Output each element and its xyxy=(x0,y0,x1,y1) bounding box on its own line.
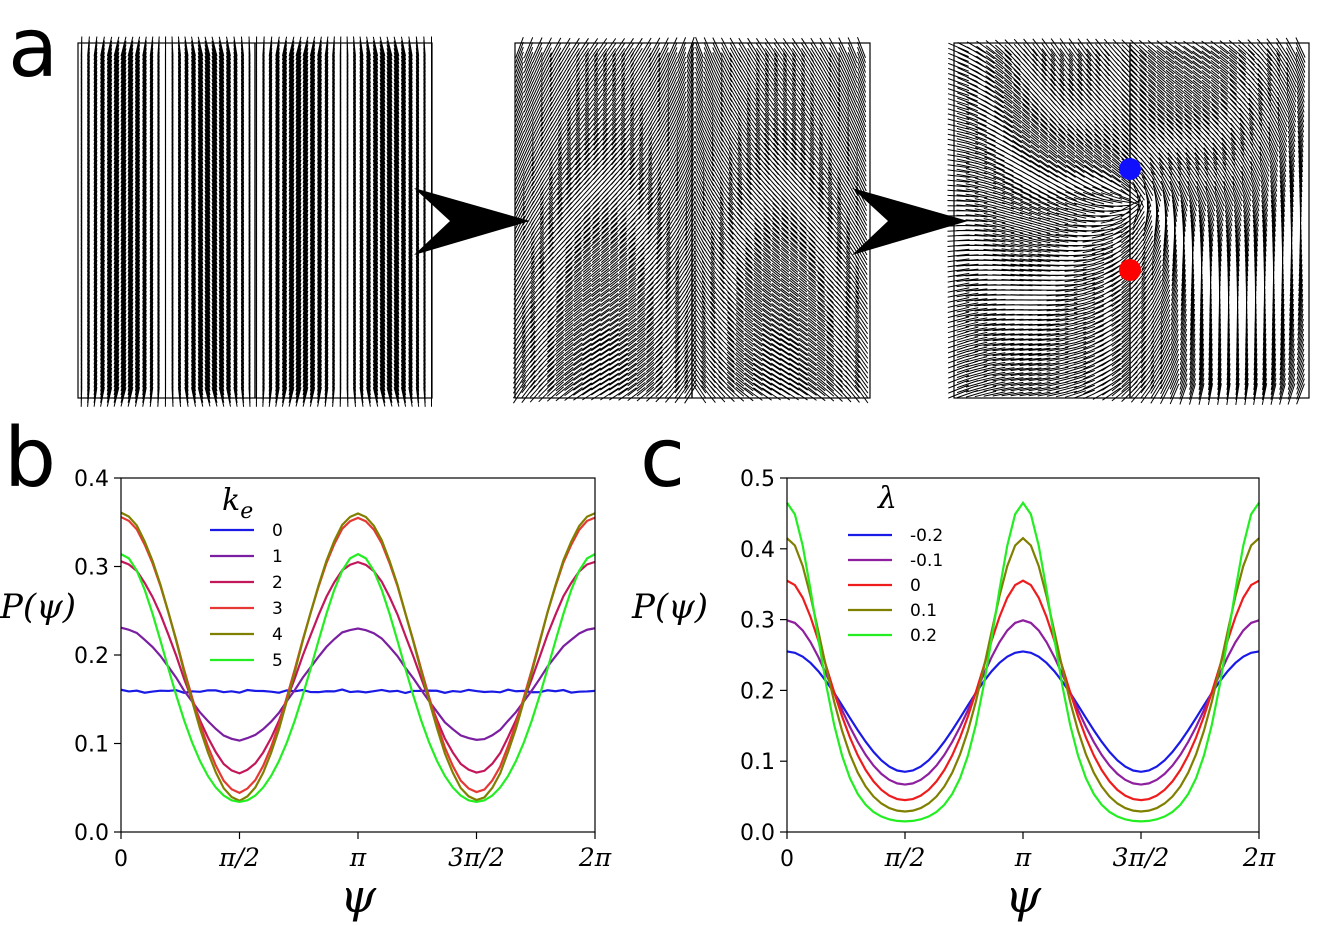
chart-c-series-4-line xyxy=(786,500,1260,823)
director-frame-2 xyxy=(512,36,871,404)
frame1-field-lines xyxy=(80,36,432,407)
chart-c-ytick-label: 0.1 xyxy=(740,750,775,775)
chart-c-xtick-label: 0 xyxy=(780,847,794,872)
chart-b-ytick-label: 0.2 xyxy=(74,644,109,669)
minus-half-defect-marker xyxy=(1119,259,1141,281)
chart-c-series-3-line xyxy=(786,536,1260,813)
chart-b-legend-entry: 1 xyxy=(272,547,283,567)
chart-b-legend-entry: 4 xyxy=(272,625,283,645)
panel-c-letter: c xyxy=(640,411,685,506)
chart-c-legend-entry: -0.1 xyxy=(910,551,943,571)
chart-c-series-1-line xyxy=(786,619,1260,786)
panel-b-letter: b xyxy=(4,411,56,506)
chart-b-legend: ke 0 1 2 3 4 5 xyxy=(210,483,283,671)
director-segments xyxy=(947,37,1306,405)
chart-b-series-1-line xyxy=(120,626,596,742)
chart-c-ylabel: P(ψ) xyxy=(631,587,708,627)
arrow-right-icon xyxy=(414,188,530,255)
chart-c-axes-frame xyxy=(786,477,1260,833)
arrow-right-icon xyxy=(852,188,968,255)
chart-b-ytick-label: 0.4 xyxy=(74,467,109,492)
chart-b-ytick-label: 0.3 xyxy=(74,556,109,581)
chart-c-legend-entry: 0.2 xyxy=(910,626,937,646)
panel-a-letter: a xyxy=(8,1,58,96)
chart-c-ytick-label: 0.0 xyxy=(740,821,775,846)
chart-c-ytick-label: 0.5 xyxy=(740,467,775,492)
chart-c-xlabel: ψ xyxy=(1005,869,1042,923)
director-segments xyxy=(80,36,432,407)
director-segments xyxy=(512,36,869,404)
chart-b-series-lines xyxy=(120,511,596,804)
chart-c-ytick-label: 0.3 xyxy=(740,609,775,634)
chart-b-series-5-line xyxy=(120,552,596,804)
chart-c: 0 π/2 π 3π/2 2π 0.0 0.1 0.2 0.3 0.4 0.5 P(ψ) ψ λ -… xyxy=(631,467,1276,923)
chart-c-series-0-line xyxy=(786,650,1260,773)
chart-c-legend-entry: -0.2 xyxy=(910,526,943,546)
chart-c-legend: λ -0.2 -0.1 0 0.1 0.2 xyxy=(848,481,943,646)
chart-c-legend-entry: 0.1 xyxy=(910,601,937,621)
chart-c-xtick-label: π/2 xyxy=(884,843,926,872)
chart-b-series-0-line xyxy=(120,688,596,695)
chart-b-axes-frame xyxy=(120,477,596,833)
director-frame-3 xyxy=(947,37,1310,405)
chart-b-xtick-label: 3π/2 xyxy=(448,843,505,872)
plus-half-defect-marker xyxy=(1119,158,1141,180)
chart-b-series-3-line xyxy=(120,516,596,795)
chart-b-ytick-label: 0.0 xyxy=(74,821,109,846)
chart-c-series-lines xyxy=(786,500,1260,823)
chart-c-legend-entry: 0 xyxy=(910,576,921,596)
chart-b-series-4-line xyxy=(120,511,596,803)
chart-b-ytick-label: 0.1 xyxy=(74,733,109,758)
chart-c-xtick-label: 3π/2 xyxy=(1113,843,1170,872)
chart-b-xtick-label: π/2 xyxy=(218,843,260,872)
frame2-field-lines xyxy=(512,36,869,404)
chart-b: 0 π/2 π 3π/2 2π 0.0 0.1 0.2 0.3 0.4 P(ψ) ψ ke 0 1 2… xyxy=(0,467,612,923)
chart-b-legend-entry: 0 xyxy=(272,521,283,541)
chart-c-ticks: 0 π/2 π 3π/2 2π 0.0 0.1 0.2 0.3 0.4 0.5 xyxy=(740,467,1276,872)
chart-b-xtick-label: π xyxy=(349,843,367,872)
chart-c-legend-title: λ xyxy=(877,481,897,516)
chart-b-legend-title: ke xyxy=(222,483,253,524)
chart-b-xtick-label: 0 xyxy=(114,847,128,872)
chart-b-ylabel: P(ψ) xyxy=(0,587,76,627)
chart-b-legend-entry: 5 xyxy=(272,651,283,671)
chart-b-legend-entry: 3 xyxy=(272,599,283,619)
chart-c-ytick-label: 0.2 xyxy=(740,679,775,704)
chart-b-legend-entry: 2 xyxy=(272,573,283,593)
frame3-field-lines xyxy=(947,37,1306,405)
chart-b-xlabel: ψ xyxy=(340,869,377,923)
chart-c-xtick-label: π xyxy=(1014,843,1032,872)
chart-b-ticks: 0 π/2 π 3π/2 2π 0.0 0.1 0.2 0.3 0.4 xyxy=(74,467,612,872)
chart-c-xtick-label: 2π xyxy=(1242,843,1276,872)
director-frame-1 xyxy=(77,36,433,407)
chart-b-xtick-label: 2π xyxy=(578,843,612,872)
chart-c-series-2-line xyxy=(786,579,1260,802)
chart-c-ytick-label: 0.4 xyxy=(740,538,775,563)
